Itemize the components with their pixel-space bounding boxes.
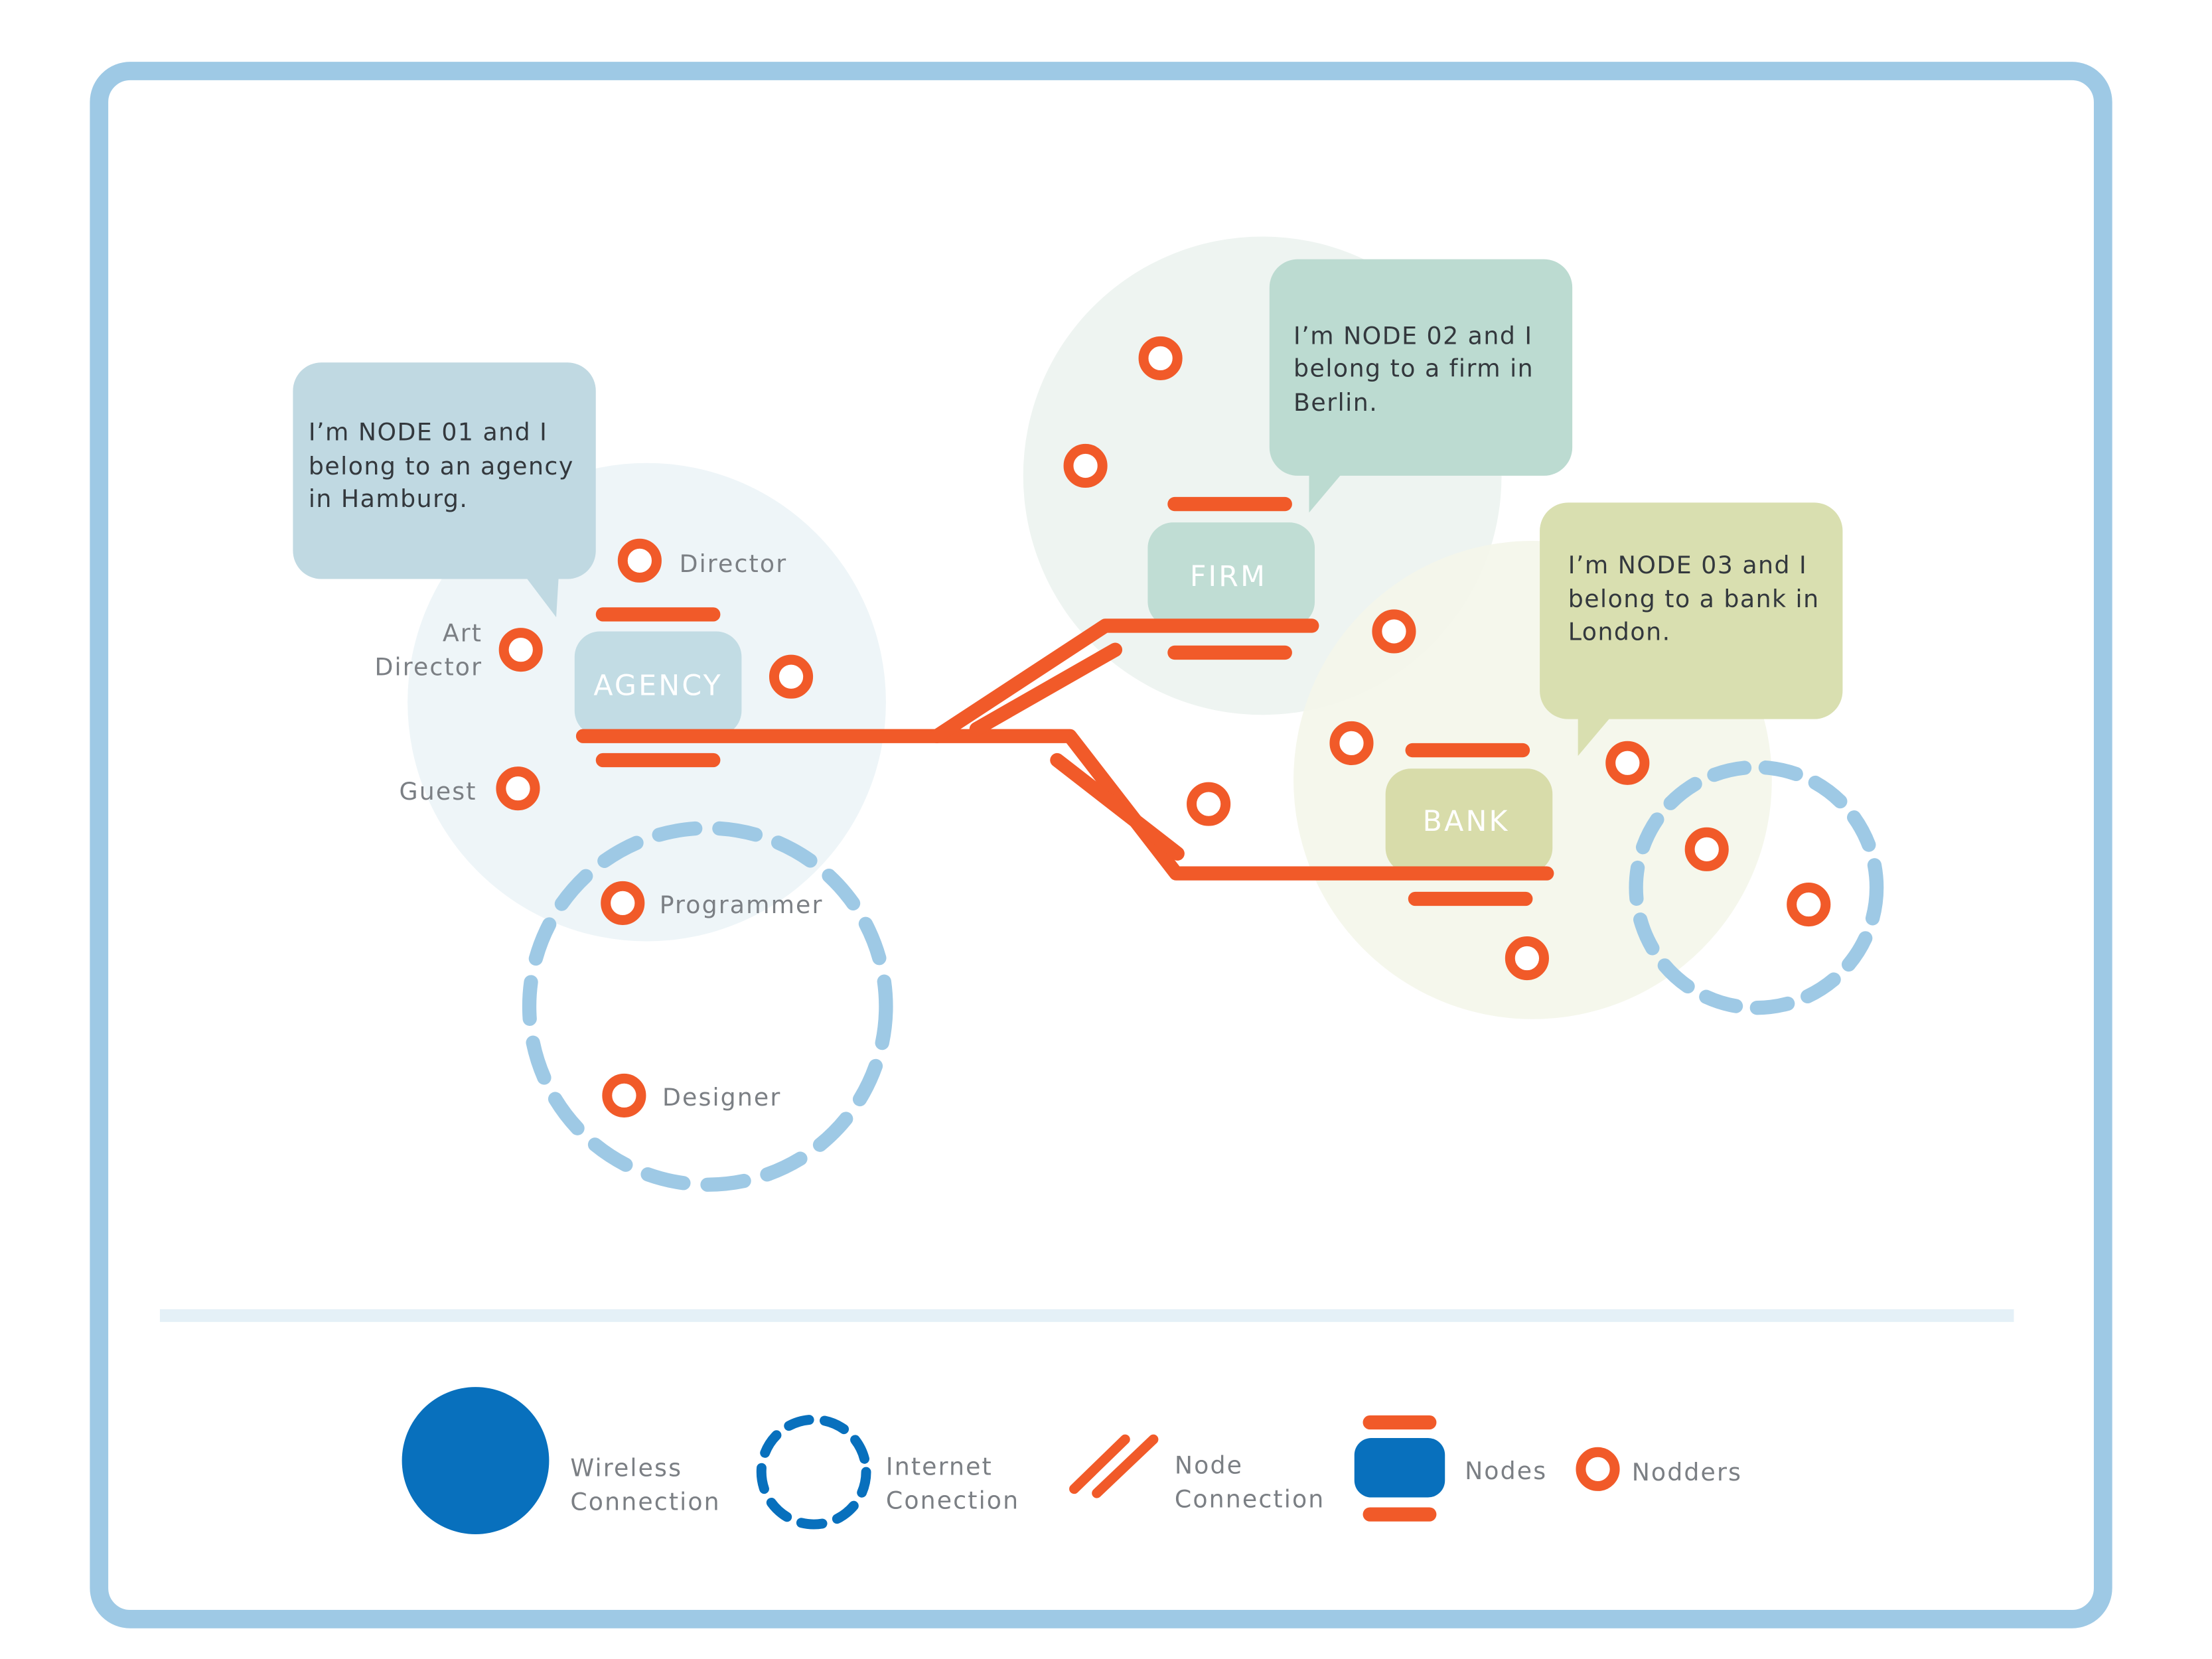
nodder-firm-3 [1372, 609, 1416, 654]
nodder-remote-1 [1684, 827, 1729, 871]
agency-bubble-line-2: belong to an agency [309, 452, 574, 480]
legend-node-connection-line-1: Node [1175, 1451, 1243, 1479]
firm-bubble-line-2: belong to a firm in [1293, 354, 1534, 383]
nodder-bank-1 [1329, 721, 1374, 765]
legend-nodes-label: Nodes [1465, 1457, 1547, 1485]
firm-connection-line [930, 618, 1319, 743]
nodder-firm-1 [1138, 336, 1183, 380]
legend-nodders-icon [1576, 1447, 1620, 1491]
legend-nodes-icon [1354, 1415, 1445, 1522]
agency-node-label: AGENCY [593, 669, 723, 702]
nodder-designer [602, 1073, 646, 1118]
role-programmer: Programmer [660, 891, 824, 919]
bank-internet-connection [1629, 760, 1884, 1015]
role-guest: Guest [399, 777, 477, 806]
role-designer: Designer [662, 1083, 781, 1112]
outer-frame [90, 62, 2112, 1628]
role-art-director-line-1: Art [443, 618, 482, 647]
node-connection-lines [575, 618, 1554, 881]
legend-wireless-line-2: Connection [570, 1488, 720, 1516]
nodder-director [617, 538, 662, 583]
nodder-programmer [601, 881, 645, 925]
bank-speech-bubble: I’m NODE 03 and I belong to a bank in Lo… [1540, 502, 1843, 757]
firm-node: FIRM [1147, 496, 1315, 660]
firm-speech-bubble: I’m NODE 02 and I belong to a firm in Be… [1269, 259, 1573, 513]
legend-nodders-label: Nodders [1632, 1458, 1742, 1486]
legend-divider [159, 1309, 2014, 1323]
legend-internet-icon [756, 1414, 871, 1530]
nodder-center [1187, 782, 1231, 826]
firm-bubble-line-3: Berlin. [1293, 388, 1378, 417]
bank-bubble-line-1: I’m NODE 03 and I [1568, 551, 1807, 579]
nodder-firm-2 [1063, 443, 1108, 488]
nodder-remote-2 [1787, 882, 1831, 927]
legend-node-connection-line-2: Connection [1175, 1484, 1325, 1513]
firm-node-label: FIRM [1190, 560, 1267, 593]
bank-connection-parallel [1050, 753, 1185, 861]
nodder-art-director [498, 628, 543, 672]
bank-bubble-line-3: London. [1568, 617, 1671, 646]
firm-bubble-line-1: I’m NODE 02 and I [1293, 322, 1532, 350]
role-art-director-line-2: Director [374, 653, 482, 682]
agency-bottom-bar [595, 753, 721, 768]
nodder-bank-2 [1605, 741, 1650, 785]
legend-wireless-icon [402, 1387, 550, 1534]
legend-internet-line-2: Conection [886, 1486, 1019, 1515]
nodders [496, 336, 1831, 1118]
nodder-bank-3 [1505, 936, 1549, 981]
legend-node-connection-icon [1069, 1434, 1159, 1498]
nodder-agency-right [769, 654, 814, 699]
firm-connection-parallel [969, 642, 1123, 737]
bank-bubble-line-2: belong to a bank in [1568, 585, 1820, 613]
agency-bubble-line-3: in Hamburg. [309, 484, 469, 513]
bank-node-label: BANK [1423, 805, 1510, 838]
bank-node: BANK [1385, 743, 1553, 906]
legend-wireless-line-1: Wireless [570, 1454, 682, 1482]
agency-speech-bubble: I’m NODE 01 and I belong to an agency in… [293, 362, 596, 618]
agency-bubble-line-1: I’m NODE 01 and I [309, 418, 548, 447]
agency-internet-connection [522, 821, 893, 1192]
role-director: Director [680, 549, 788, 578]
legend-internet-line-1: Internet [886, 1452, 993, 1480]
nodder-guest [496, 766, 540, 811]
legend: Wireless Connection Internet Conection N… [402, 1387, 1742, 1534]
agency-node: AGENCY [574, 607, 742, 737]
